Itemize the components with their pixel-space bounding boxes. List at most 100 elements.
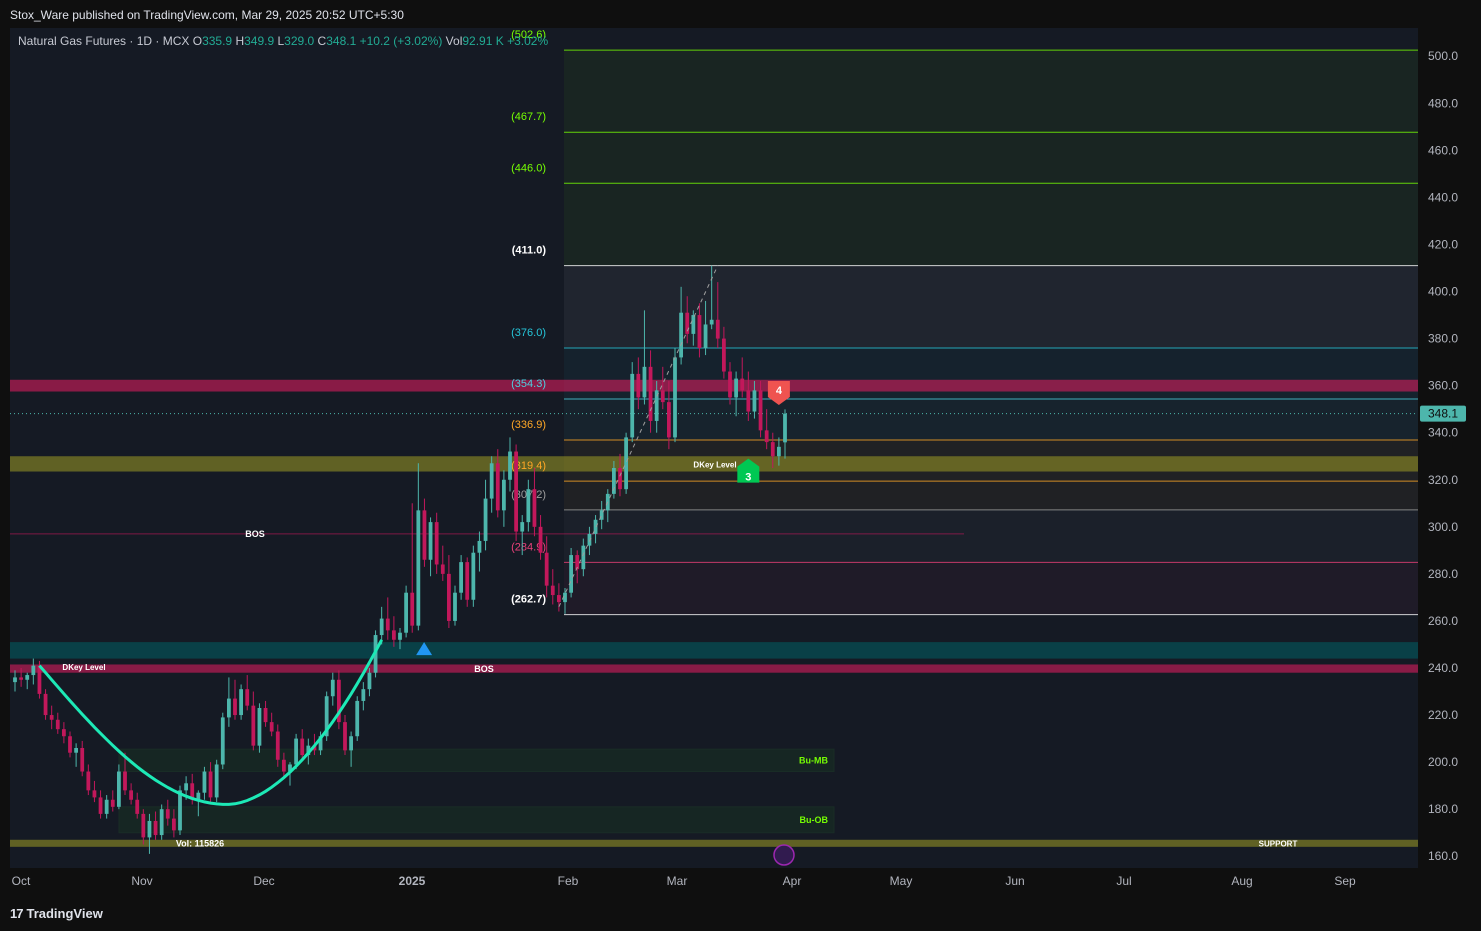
candle-body — [281, 759, 286, 772]
candle-body — [86, 771, 91, 791]
candle-body — [434, 522, 439, 565]
candle-body — [758, 390, 763, 431]
candle-body — [422, 510, 427, 560]
candle-body — [764, 430, 769, 443]
candle-body — [501, 479, 506, 511]
y-tick-label: 340.0 — [1428, 426, 1458, 440]
y-tick-label: 440.0 — [1428, 190, 1458, 204]
candle-body — [135, 799, 140, 814]
candle-body — [483, 498, 488, 541]
fib-band — [564, 183, 1418, 266]
bos-label-upper: BOS — [245, 529, 265, 539]
fib-band — [564, 562, 1418, 615]
order-block-label: Bu-MB — [799, 755, 828, 765]
candle-body — [336, 679, 341, 723]
x-tick-label: Oct — [12, 874, 31, 888]
trend-line — [558, 265, 719, 608]
publisher-bar: Stox_Ware published on TradingView.com, … — [0, 0, 1481, 28]
zone-band — [10, 839, 1418, 847]
zone-band — [10, 664, 1418, 673]
candle-body — [245, 689, 250, 706]
candle-body — [288, 764, 292, 772]
volume-label: Vol: 115826 — [176, 838, 224, 848]
symbol-name[interactable]: Natural Gas Futures · 1D · MCX — [18, 34, 190, 48]
close-value: 348.1 — [326, 34, 357, 48]
zone-band — [10, 379, 1418, 392]
candle-body — [263, 708, 268, 723]
candle-body — [13, 677, 17, 683]
candle-body — [141, 813, 146, 838]
candle-body — [465, 562, 470, 600]
order-block-box — [118, 748, 835, 773]
candle-body — [520, 522, 525, 532]
x-tick-label: Dec — [253, 874, 274, 888]
candle-body — [110, 799, 115, 807]
last-price-text: 348.1 — [1428, 407, 1458, 421]
symbol-legend: Natural Gas Futures · 1D · MCX O335.9 H3… — [18, 34, 548, 48]
fib-band — [564, 509, 1418, 563]
candle-body — [446, 573, 451, 621]
y-tick-label: 180.0 — [1428, 802, 1458, 816]
tradingview-logo[interactable]: 17 TradingView — [10, 906, 103, 921]
candle-body — [734, 378, 739, 398]
candle-body — [477, 540, 482, 553]
candle-body — [379, 618, 384, 636]
y-tick-label: 260.0 — [1428, 614, 1458, 628]
candle-body — [489, 463, 494, 499]
fib-label: (336.9) — [511, 419, 546, 431]
x-tick-label: May — [890, 874, 913, 888]
zone-band — [10, 456, 1418, 472]
fib-label: (411.0) — [512, 245, 547, 257]
candle-body — [556, 595, 561, 603]
brand-text: TradingView — [26, 906, 103, 921]
candle-body — [740, 378, 745, 391]
fib-label: (376.0) — [511, 327, 546, 339]
x-tick-label: Nov — [131, 874, 152, 888]
candle-body — [648, 366, 653, 421]
candle-body — [129, 790, 134, 800]
candle-body — [239, 689, 244, 716]
price-axis-panel — [1418, 28, 1470, 896]
price-chart-svg[interactable]: Bu-MB Bu-OB (502.6) (467.7) (446.0) (411.0) (3… — [10, 28, 1470, 896]
x-tick-label: Jul — [1116, 874, 1131, 888]
candle-body — [318, 736, 323, 751]
y-tick-label: 480.0 — [1428, 96, 1458, 110]
buy-signal-marker — [737, 458, 760, 483]
candle-body — [593, 519, 598, 534]
x-tick-label: 2025 — [399, 874, 426, 888]
candle-body — [416, 510, 421, 626]
candle-body — [251, 705, 256, 746]
candle-body — [660, 390, 665, 403]
x-tick-label: Jun — [1005, 874, 1024, 888]
candle-body — [355, 700, 360, 737]
chart-area[interactable]: Bu-MB Bu-OB (502.6) (467.7) (446.0) (411.0) (3… — [10, 28, 1470, 896]
candle-body — [581, 545, 586, 570]
fib-band — [564, 132, 1418, 184]
candle-body — [776, 446, 781, 457]
candle-body — [697, 315, 702, 348]
y-tick-label: 460.0 — [1428, 143, 1458, 157]
candle-body — [80, 748, 85, 772]
x-tick-label: Sep — [1334, 874, 1356, 888]
candle-body — [728, 371, 732, 398]
candle-body — [68, 736, 72, 753]
candle-body — [330, 679, 335, 697]
fib-band — [564, 50, 1418, 133]
candle-body — [74, 748, 79, 753]
candle-body — [226, 698, 231, 718]
candle-body — [178, 790, 182, 831]
candle-body — [783, 413, 787, 443]
fib-label: (467.7) — [511, 111, 546, 123]
fib-band — [564, 481, 1418, 510]
candle-body — [752, 390, 757, 412]
rounding-bottom-curve — [38, 639, 384, 806]
candle-body — [410, 592, 415, 626]
candle-body — [666, 402, 671, 438]
candle-body — [618, 468, 622, 490]
candle-body — [404, 592, 409, 633]
candle-body — [190, 783, 195, 800]
x-tick-label: Feb — [558, 874, 579, 888]
candle-body — [587, 533, 592, 546]
candle-body — [92, 790, 97, 798]
fib-band — [564, 399, 1418, 440]
